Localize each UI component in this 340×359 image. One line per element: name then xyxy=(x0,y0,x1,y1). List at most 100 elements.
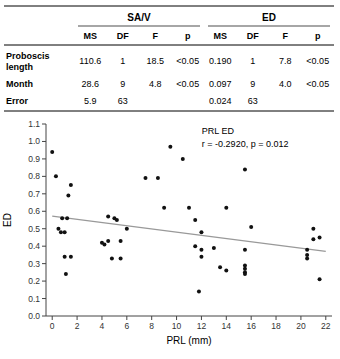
table-cell: 110.6 xyxy=(79,56,101,66)
table-cell: 4.0 xyxy=(279,79,292,89)
x-tick xyxy=(201,316,202,320)
scatter-point xyxy=(60,216,64,220)
column-group-label: SA/V xyxy=(127,12,151,23)
scatter-point xyxy=(243,272,247,276)
x-tick xyxy=(77,316,78,320)
group-underline xyxy=(208,26,330,27)
scatter-point xyxy=(199,255,203,259)
row-label: Error xyxy=(6,96,29,106)
scatter-point xyxy=(199,248,203,252)
y-tick-label: 0.1 xyxy=(28,294,40,304)
scatter-point xyxy=(56,227,60,231)
scatter-point xyxy=(106,239,110,243)
y-tick xyxy=(42,246,46,247)
regression-line xyxy=(52,216,326,251)
scatter-point xyxy=(199,230,203,234)
scatter-point xyxy=(243,263,247,267)
table-rule xyxy=(4,6,334,7)
scatter-point xyxy=(311,227,315,231)
table-cell: 28.6 xyxy=(81,79,99,89)
table-cell: <0.05 xyxy=(176,56,199,66)
scatter-point xyxy=(168,145,172,149)
x-tick-label: 8 xyxy=(149,321,154,331)
scatter-point xyxy=(212,246,216,250)
x-tick xyxy=(151,316,152,320)
y-tick-label: 0.4 xyxy=(28,241,40,251)
scatter-point xyxy=(311,237,315,241)
y-tick-label: 0.5 xyxy=(28,224,40,234)
scatter-point xyxy=(162,206,166,210)
scatter-point xyxy=(59,230,63,234)
y-tick-label: 1.0 xyxy=(28,136,40,146)
column-header: DF xyxy=(117,31,129,41)
x-tick xyxy=(52,316,53,320)
x-tick-label: 2 xyxy=(75,321,80,331)
scatter-point xyxy=(65,216,69,220)
x-tick-label: 6 xyxy=(124,321,129,331)
table-cell: 7.8 xyxy=(279,56,292,66)
scatter-point xyxy=(193,218,197,222)
scatter-point xyxy=(243,248,247,252)
y-tick xyxy=(42,281,46,282)
x-tick xyxy=(126,316,127,320)
y-tick xyxy=(42,211,46,212)
scatter-point xyxy=(305,248,309,252)
y-tick-label: 0.6 xyxy=(28,206,40,216)
scatter-point xyxy=(66,194,70,198)
table-cell: 63 xyxy=(118,96,128,106)
column-header: F xyxy=(283,31,289,41)
x-tick-label: 10 xyxy=(172,321,182,331)
x-tick xyxy=(251,316,252,320)
scatter-point xyxy=(218,265,222,269)
scatter-point xyxy=(243,167,247,171)
table-rule xyxy=(4,111,334,112)
y-tick xyxy=(42,158,46,159)
y-tick xyxy=(42,228,46,229)
y-tick xyxy=(42,141,46,142)
annotation: PRL ED xyxy=(202,126,235,136)
scatter-point xyxy=(63,230,67,234)
scatter-point xyxy=(119,239,123,243)
scatter-point xyxy=(187,206,191,210)
scatter-point xyxy=(156,176,160,180)
x-axis-line xyxy=(46,316,332,317)
figure: SA/VEDMSDFFpMSDFFpProboscislength110.611… xyxy=(0,0,340,359)
column-header: p xyxy=(185,31,191,41)
y-tick-label: 0.9 xyxy=(28,154,40,164)
scatter-point xyxy=(110,256,114,260)
table-cell: 1 xyxy=(250,56,255,66)
x-tick xyxy=(101,316,102,320)
table-cell: 9 xyxy=(120,79,125,89)
x-tick xyxy=(176,316,177,320)
x-tick xyxy=(300,316,301,320)
scatter-point xyxy=(318,235,322,239)
scatter-point xyxy=(102,242,106,246)
group-underline xyxy=(78,26,200,27)
scatter-point xyxy=(243,267,247,271)
scatter-point xyxy=(125,227,129,231)
x-tick-label: 12 xyxy=(197,321,207,331)
x-tick-label: 20 xyxy=(296,321,306,331)
column-header: p xyxy=(315,31,321,41)
scatter-point xyxy=(63,255,67,259)
scatter-point xyxy=(305,256,309,260)
table-cell: 63 xyxy=(248,96,258,106)
scatter-point xyxy=(224,206,228,210)
scatter-point xyxy=(224,269,228,273)
x-axis-label: PRL (mm) xyxy=(166,335,211,346)
x-tick-label: 22 xyxy=(321,321,331,331)
y-tick-label: 0.7 xyxy=(28,189,40,199)
scatter-chart: 02468101214161820220.00.10.20.30.40.50.6… xyxy=(2,119,332,346)
scatter-point xyxy=(143,176,147,180)
scatter-point xyxy=(193,244,197,248)
table-cell: <0.05 xyxy=(176,79,199,89)
table-cell: <0.05 xyxy=(306,79,329,89)
y-tick-label: 0.2 xyxy=(28,276,40,286)
plot-area xyxy=(50,145,326,294)
scatter-point xyxy=(318,277,322,281)
table-cell: 1 xyxy=(120,56,125,66)
scatter-point xyxy=(106,215,110,219)
table-rule xyxy=(4,45,334,46)
y-tick-label: 0.8 xyxy=(28,171,40,181)
scatter-point xyxy=(181,157,185,161)
